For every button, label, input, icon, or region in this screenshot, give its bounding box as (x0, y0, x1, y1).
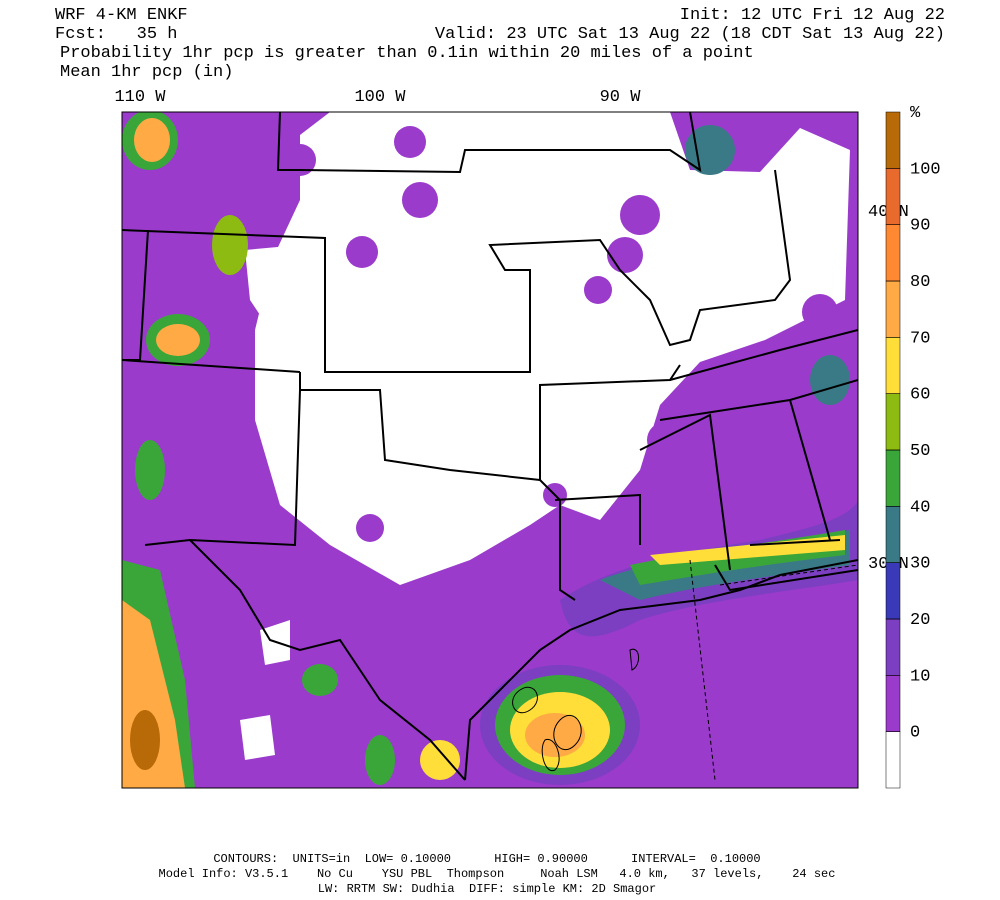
colorbar-segment (885, 168, 901, 225)
colorbar-segment (885, 675, 901, 732)
colorbar-segment (885, 731, 901, 789)
forecast-hour: Fcst: 35 h (55, 25, 177, 44)
map-frame (121, 111, 859, 789)
colorbar-tick-label: 80 (910, 273, 930, 292)
footer-model-info: Model Info: V3.5.1 No Cu YSU PBL Thompso… (159, 867, 836, 881)
colorbar-tick-label: 60 (910, 386, 930, 405)
field-title: Probability 1hr pcp is greater than 0.1i… (60, 44, 754, 63)
colorbar-tick-label: 50 (910, 442, 930, 461)
state-boundaries (122, 112, 858, 781)
longitude-label: 100 W (354, 88, 406, 107)
colorbar-segment (885, 562, 901, 620)
colorbar-segment (885, 506, 901, 563)
colorbar-unit: % (910, 104, 921, 123)
longitude-label: 90 W (600, 88, 642, 107)
contour-lines (512, 648, 639, 772)
colorbar-segment (885, 618, 901, 676)
colorbar-tick-label: 0 (910, 724, 920, 743)
colorbar-segment (885, 224, 901, 282)
colorbar-tick-label: 10 (910, 667, 930, 686)
dry-area (255, 112, 850, 585)
precip-cells (122, 112, 858, 788)
colorbar-tick-label: 30 (910, 555, 930, 574)
colorbar-tick-label: 70 (910, 329, 930, 348)
colorbar-segment (885, 280, 901, 338)
dry-area (240, 245, 305, 760)
colorbar-segment (885, 337, 901, 394)
model-name: WRF 4-KM ENKF (55, 6, 188, 25)
valid-time: Valid: 23 UTC Sat 13 Aug 22 (18 CDT Sat … (435, 25, 945, 44)
offshore-boundary (689, 559, 858, 781)
init-time: Init: 12 UTC Fri 12 Aug 22 (680, 6, 945, 25)
contour-title: Mean 1hr pcp (in) (60, 63, 233, 82)
colorbar-tick-label: 20 (910, 611, 930, 630)
colorbar-tick-label: 90 (910, 217, 930, 236)
footer-contours: CONTOURS: UNITS=in LOW= 0.10000 HIGH= 0.… (213, 852, 760, 866)
colorbar-segment (885, 449, 901, 507)
colorbar: % 0 10 20 30 40 50 60 70 80 90 100 (885, 104, 941, 789)
longitude-label: 110 W (114, 88, 166, 107)
footer-physics: LW: RRTM SW: Dudhia DIFF: simple KM: 2D … (318, 882, 656, 896)
colorbar-tick-label: 40 (910, 498, 930, 517)
colorbar-segment (885, 393, 901, 451)
map-area (121, 111, 859, 789)
colorbar-segment (885, 111, 901, 169)
colorbar-tick-label: 100 (910, 160, 941, 179)
